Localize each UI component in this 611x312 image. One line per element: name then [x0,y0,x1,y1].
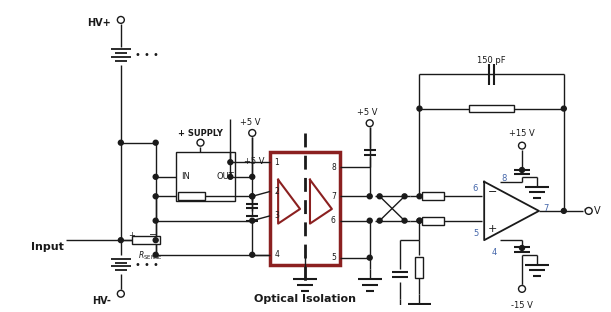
Circle shape [417,194,422,199]
Circle shape [250,174,255,179]
Circle shape [366,120,373,127]
Text: • • •: • • • [135,260,159,270]
Bar [175,153,235,201]
Polygon shape [278,180,300,224]
Circle shape [153,174,158,179]
Polygon shape [310,180,332,224]
Circle shape [250,194,255,199]
Text: −: − [488,188,497,197]
Text: +: + [488,224,497,234]
Text: + SUPPLY: + SUPPLY [178,129,223,138]
Circle shape [562,208,566,213]
Text: 5: 5 [331,253,336,262]
Text: -15 V: -15 V [511,300,533,310]
Circle shape [250,218,255,223]
Circle shape [367,255,372,260]
Text: 4: 4 [274,250,279,259]
Text: HV-: HV- [92,296,111,306]
Text: • • •: • • • [135,50,159,60]
Bar [415,257,423,278]
Text: +5 V: +5 V [244,157,265,166]
Bar [422,217,444,225]
Circle shape [367,194,372,199]
Text: 2: 2 [274,187,279,196]
Circle shape [417,106,422,111]
Text: $R_{\rm SENSE}$: $R_{\rm SENSE}$ [137,250,162,262]
Circle shape [402,194,407,199]
Bar [178,193,205,200]
Text: +: + [128,231,135,240]
Text: 7: 7 [331,192,336,201]
Text: 8: 8 [331,163,336,172]
Text: 6: 6 [473,184,478,193]
Circle shape [377,218,382,223]
Text: OUT: OUT [216,172,234,181]
Text: −: − [148,230,157,240]
Circle shape [402,218,407,223]
Text: 5: 5 [473,229,478,238]
Bar [132,236,159,244]
Text: V: V [594,206,601,216]
Circle shape [228,174,233,179]
Polygon shape [484,182,539,240]
Text: 150 pF: 150 pF [477,56,505,65]
Text: +5 V: +5 V [357,108,378,117]
Circle shape [119,238,123,243]
Circle shape [153,194,158,199]
Circle shape [519,142,525,149]
Circle shape [417,218,422,223]
Circle shape [153,238,158,243]
Circle shape [250,194,255,199]
Text: 8: 8 [502,174,507,183]
Circle shape [153,252,158,257]
Circle shape [417,218,422,223]
Text: 1: 1 [274,158,279,167]
Circle shape [585,207,592,214]
Text: Optical Isolation: Optical Isolation [254,294,356,304]
Circle shape [153,218,158,223]
Text: 3: 3 [274,211,279,220]
Circle shape [249,129,256,136]
Bar [422,193,444,200]
Circle shape [562,106,566,111]
Text: 6: 6 [331,216,336,225]
Text: IN: IN [181,172,190,181]
Circle shape [377,194,382,199]
Circle shape [519,246,524,251]
Circle shape [197,139,204,146]
Circle shape [119,140,123,145]
Circle shape [117,290,124,297]
Circle shape [153,140,158,145]
Circle shape [519,285,525,292]
Text: +15 V: +15 V [509,129,535,138]
Bar [469,105,514,113]
Circle shape [519,168,524,173]
Text: Input: Input [31,242,64,252]
Circle shape [367,218,372,223]
Text: HV+: HV+ [87,18,111,28]
Text: 4: 4 [491,248,497,257]
Bar [270,153,340,265]
Circle shape [228,160,233,165]
Circle shape [250,252,255,257]
Circle shape [117,17,124,23]
Text: o: o [584,207,591,213]
Text: +5 V: +5 V [240,118,260,127]
Text: 7: 7 [543,204,548,213]
